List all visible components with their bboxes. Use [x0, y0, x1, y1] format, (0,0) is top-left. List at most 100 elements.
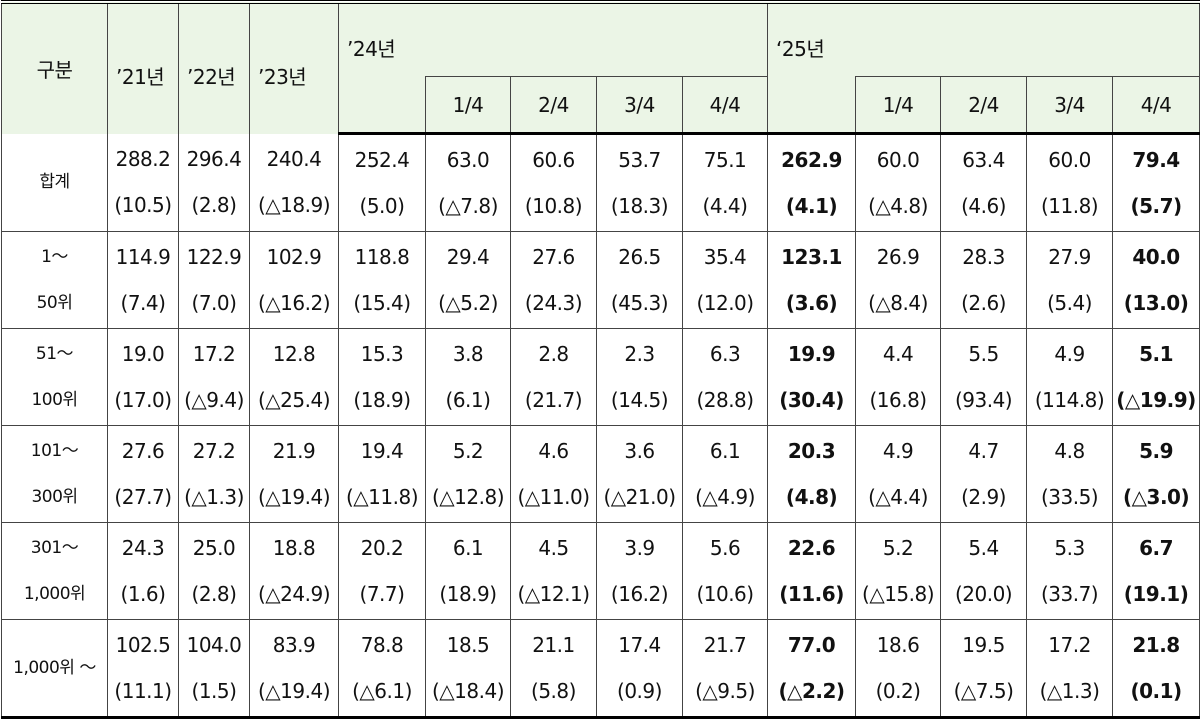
change: (30.4) — [779, 388, 844, 412]
value: 78.8 — [360, 633, 404, 657]
data-cell: 6.1 (18.9) — [425, 522, 511, 620]
value: 4.9 — [882, 439, 914, 463]
value: 3.6 — [624, 439, 655, 463]
value: 5.3 — [1054, 536, 1085, 560]
data-cell: 262.9 (4.1) — [767, 133, 857, 232]
table-row: 1,000위 ～ 102.5 (11.1) 104.0 (1.5) 83.9 (△19.4)… — [1, 619, 1200, 719]
value: 5.6 — [709, 536, 741, 560]
change: (2.6) — [961, 291, 1006, 315]
value: 4.8 — [1054, 439, 1085, 463]
data-cell: 240.4 (△18.9) — [249, 133, 339, 232]
change: (1.6) — [120, 582, 166, 606]
header-cell: 3/4 — [596, 76, 683, 135]
header-cell — [767, 76, 857, 135]
value: 27.9 — [1048, 245, 1091, 269]
data-cell: 21.9 (△19.4) — [249, 425, 339, 523]
data-cell: 63.4 (4.6) — [940, 133, 1028, 232]
value: 4.4 — [882, 342, 914, 366]
value: 27.2 — [192, 439, 236, 463]
value: 26.9 — [876, 245, 920, 269]
value: 63.4 — [962, 148, 1005, 172]
change: (114.8) — [1034, 388, 1105, 412]
header-cell: 4/4 — [681, 76, 769, 135]
value: 288.2 — [115, 147, 171, 172]
data-cell: 75.1 (4.4) — [681, 133, 769, 232]
value: 4.5 — [538, 536, 569, 560]
change: (△18.9) — [257, 193, 331, 218]
value: 20.2 — [360, 536, 404, 560]
data-cell: 252.4 (5.0) — [338, 133, 426, 232]
data-cell: 78.8 (△6.1) — [338, 619, 426, 719]
data-cell: 104.0 (1.5) — [178, 619, 250, 719]
change: (△4.9) — [695, 485, 755, 509]
value: 262.9 — [781, 148, 842, 172]
change: (2.8) — [191, 582, 237, 606]
data-cell: 60.0 (△4.8) — [855, 133, 942, 232]
change: (27.7) — [114, 485, 172, 509]
data-cell: 3.8 (6.1) — [425, 328, 511, 426]
value: 21.1 — [532, 633, 575, 657]
data-cell: 4.7 (2.9) — [940, 425, 1028, 523]
data-cell: 26.5 (45.3) — [596, 231, 683, 329]
value: 6.3 — [709, 342, 741, 366]
row-label: 51～ 100위 — [1, 328, 108, 426]
value: 296.4 — [186, 147, 242, 172]
data-cell: 123.1 (3.6) — [767, 231, 857, 329]
row-label-line: 100위 — [31, 390, 78, 410]
data-cell: 2.8 (21.7) — [510, 328, 597, 426]
change: (7.7) — [359, 582, 405, 606]
data-cell: 296.4 (2.8) — [178, 133, 250, 232]
change: (12.0) — [696, 291, 754, 315]
data-cell: 5.5 (93.4) — [940, 328, 1028, 426]
data-cell: 29.4 (△5.2) — [425, 231, 511, 329]
data-cell: 79.4 (5.7) — [1112, 133, 1200, 232]
value: 5.2 — [452, 439, 484, 463]
data-cell: 35.4 (12.0) — [681, 231, 769, 329]
change: (△24.9) — [257, 582, 331, 606]
data-cell: 5.1 (△19.9) — [1112, 328, 1200, 426]
value: 40.0 — [1132, 245, 1180, 269]
data-cell: 20.2 (7.7) — [338, 522, 426, 620]
value: 17.2 — [192, 342, 236, 366]
value: 4.6 — [538, 439, 569, 463]
change: (0.1) — [1130, 679, 1182, 703]
data-cell: 27.9 (5.4) — [1026, 231, 1114, 329]
value: 2.8 — [538, 342, 569, 366]
change: (18.9) — [353, 388, 411, 412]
data-cell: 17.4 (0.9) — [596, 619, 683, 719]
data-cell: 102.9 (△16.2) — [249, 231, 339, 329]
change: (15.4) — [353, 291, 411, 315]
data-cell: 3.9 (16.2) — [596, 522, 683, 620]
change: (△11.8) — [345, 485, 419, 509]
data-cell: 18.8 (△24.9) — [249, 522, 339, 620]
value: 35.4 — [703, 245, 747, 269]
change: (18.3) — [610, 194, 669, 218]
value: 5.4 — [968, 536, 999, 560]
value: 5.9 — [1139, 439, 1174, 463]
value: 19.0 — [121, 342, 165, 366]
table-row: 51～ 100위 19.0 (17.0) 17.2 (△9.4) 12.8 (△25.4) 15… — [1, 328, 1200, 426]
change: (△1.3) — [1039, 679, 1100, 703]
value: 252.4 — [354, 148, 410, 172]
value: 5.5 — [968, 342, 999, 366]
change: (13.0) — [1123, 291, 1189, 315]
value: 3.8 — [452, 342, 484, 366]
value: 2.3 — [624, 342, 655, 366]
header-cell: 4/4 — [1112, 76, 1200, 135]
data-cell: 18.5 (△18.4) — [425, 619, 511, 719]
change: (28.8) — [696, 388, 754, 412]
value: 18.8 — [272, 536, 316, 560]
change: (△18.4) — [431, 679, 505, 703]
row-label-line: 301～ — [30, 538, 79, 558]
value: 5.2 — [882, 536, 914, 560]
data-cell: 4.4 (16.8) — [855, 328, 942, 426]
table-row: 1～ 50위 114.9 (7.4) 122.9 (7.0) 102.9 (△16.2) 118… — [1, 231, 1200, 329]
change: (△1.3) — [184, 485, 244, 509]
change: (△12.1) — [517, 582, 590, 606]
table-row: 합계 288.2 (10.5) 296.4 (2.8) 240.4 (△18.9) 252.4… — [1, 133, 1200, 232]
data-cell: 27.6 (27.7) — [107, 425, 179, 523]
change: (△5.2) — [438, 291, 498, 315]
data-cell: 5.6 (10.6) — [681, 522, 769, 620]
